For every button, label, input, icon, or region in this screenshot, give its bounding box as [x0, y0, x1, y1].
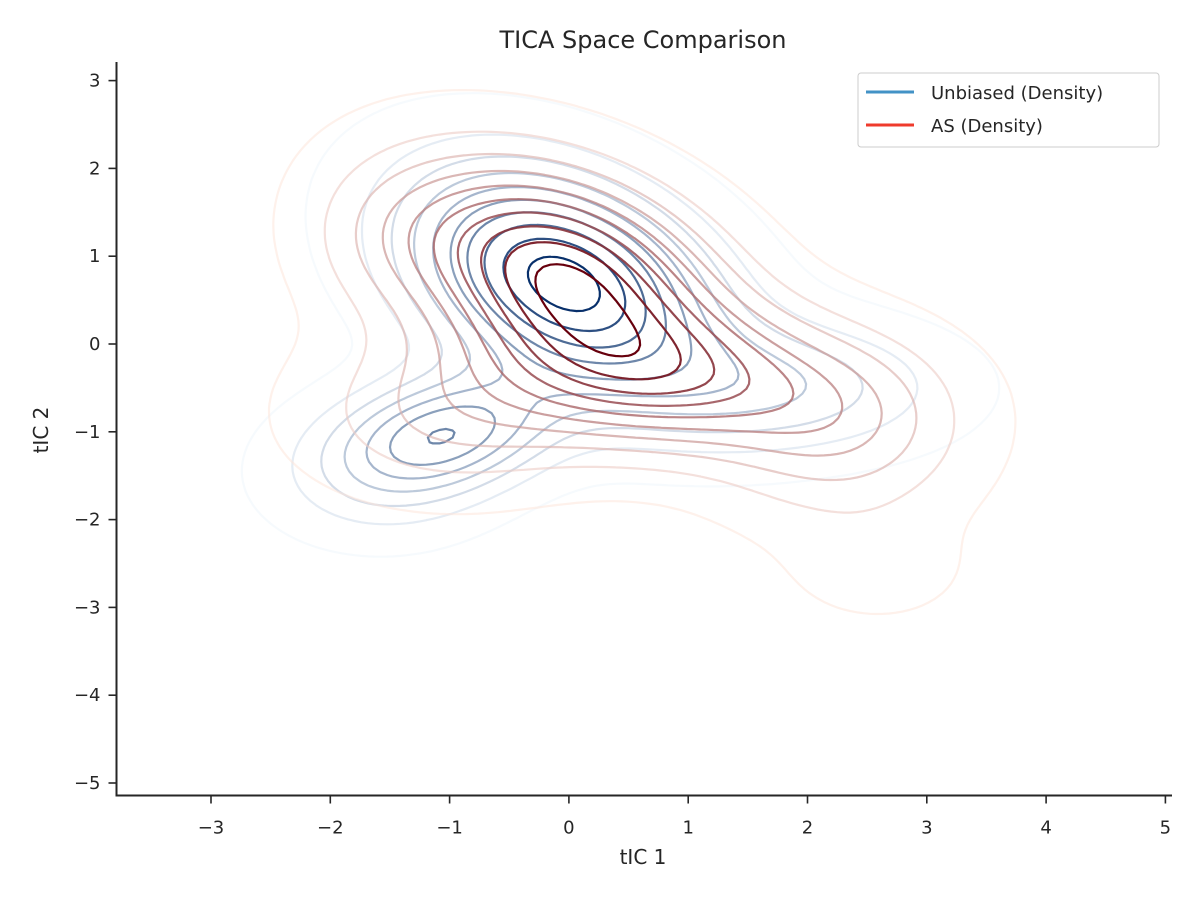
contour-line-as	[407, 184, 844, 434]
x-axis-ticks: −3 −2 −1 0 1 2 3 4 5	[198, 795, 1171, 839]
contour-line-unbiased	[483, 223, 647, 349]
y-tick-label: −2	[74, 510, 101, 531]
contour-line-as	[354, 152, 918, 482]
y-axis-ticks: −5 −4 −3 −2 −1 0 1 2 3	[74, 71, 117, 794]
y-tick-label: −1	[74, 422, 101, 443]
contour-line-unbiased	[343, 171, 808, 493]
contour-line-unbiased	[365, 185, 740, 480]
y-tick-label: 3	[89, 71, 100, 92]
legend-label-as: AS (Density)	[931, 116, 1043, 137]
contour-line-as	[381, 169, 883, 457]
contour-line-as	[456, 211, 751, 407]
x-tick-label: 0	[563, 818, 574, 839]
legend: Unbiased (Density) AS (Density)	[857, 72, 1160, 148]
contour-line-as	[323, 130, 956, 514]
y-tick-label: −4	[74, 685, 101, 706]
legend-label-unbiased: Unbiased (Density)	[931, 83, 1103, 104]
x-tick-label: 4	[1040, 818, 1051, 839]
contour-line-unbiased	[240, 92, 1001, 558]
x-tick-label: −3	[198, 818, 225, 839]
contour-line-unbiased	[291, 133, 919, 526]
x-tick-label: 5	[1160, 818, 1171, 839]
legend-frame	[857, 72, 1160, 148]
x-tick-label: −1	[436, 818, 463, 839]
contour-line-unbiased	[502, 237, 627, 333]
y-tick-label: 0	[89, 334, 100, 355]
x-axis-label: tIC 1	[620, 845, 667, 869]
chart-title: TICA Space Comparison	[498, 26, 786, 54]
y-tick-label: −5	[74, 773, 101, 794]
y-axis-label: tIC 2	[29, 407, 53, 454]
x-tick-label: 1	[682, 818, 693, 839]
y-tick-label: −3	[74, 597, 101, 618]
contour-line-as	[480, 225, 716, 395]
x-tick-label: 2	[802, 818, 813, 839]
contour-line-as	[432, 198, 795, 419]
y-tick-label: 1	[89, 246, 100, 267]
contour-line-as	[267, 89, 1017, 616]
y-tick-label: 2	[89, 158, 100, 179]
x-tick-label: −2	[317, 818, 344, 839]
contour-line-unbiased	[388, 198, 693, 466]
contour-line-as	[534, 263, 642, 358]
contour-line-unbiased	[426, 211, 667, 445]
x-tick-label: 3	[921, 818, 932, 839]
contour-line-as	[504, 241, 682, 381]
contour-layer	[240, 89, 1017, 616]
